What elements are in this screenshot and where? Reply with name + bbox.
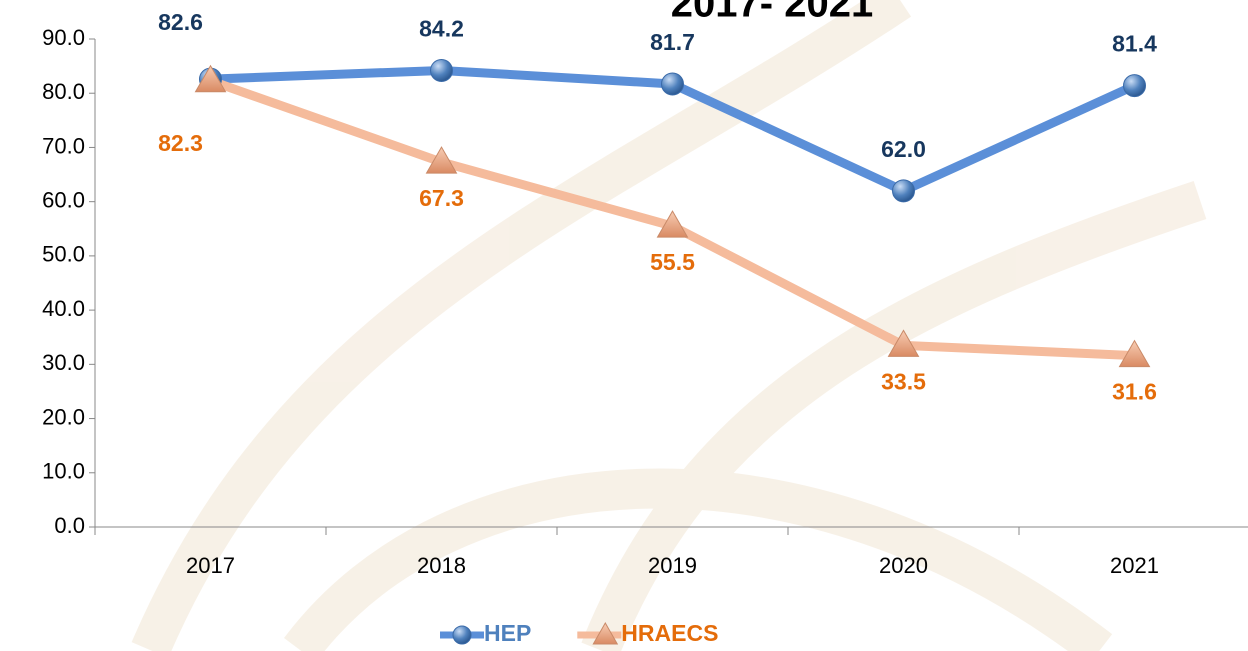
data-point	[1123, 74, 1146, 98]
legend-marker	[452, 625, 472, 645]
x-tick-label: 2020	[879, 553, 928, 578]
data-point	[656, 210, 689, 238]
data-label: 33.5	[881, 368, 926, 394]
data-label: 84.2	[419, 16, 464, 42]
data-label: 81.4	[1112, 31, 1157, 57]
y-tick-label: 50.0	[42, 242, 85, 267]
data-point	[430, 58, 453, 82]
data-point	[892, 179, 915, 203]
y-tick-label: 0.0	[54, 513, 85, 538]
chart-title: 2017- 2021	[671, 0, 873, 26]
data-label: 62.0	[881, 136, 926, 162]
data-label: 82.6	[158, 9, 203, 35]
y-tick-label: 90.0	[42, 25, 85, 50]
background-pattern	[131, 0, 1207, 651]
y-tick-label: 30.0	[42, 350, 85, 375]
data-label: 31.6	[1112, 379, 1157, 405]
data-label: 55.5	[650, 249, 695, 275]
data-point	[194, 64, 227, 93]
y-tick-label: 80.0	[42, 79, 85, 104]
x-tick-label: 2017	[186, 553, 235, 578]
data-label: 67.3	[419, 185, 464, 211]
data-point	[1118, 339, 1151, 368]
data-point	[887, 329, 920, 357]
data-point	[425, 146, 458, 174]
x-tick-label: 2018	[417, 553, 466, 578]
legend-marker	[592, 621, 619, 645]
x-tick-label: 2019	[648, 553, 697, 578]
legend-label: HRAECS	[621, 620, 718, 646]
y-tick-label: 60.0	[42, 187, 85, 212]
data-point	[661, 72, 684, 96]
y-tick-label: 10.0	[42, 459, 85, 484]
data-label: 82.3	[158, 130, 203, 156]
y-tick-label: 40.0	[42, 296, 85, 321]
data-label: 81.7	[650, 29, 695, 55]
y-tick-label: 70.0	[42, 133, 85, 158]
x-tick-label: 2021	[1110, 553, 1159, 578]
y-tick-label: 20.0	[42, 404, 85, 429]
legend-label: HEP	[484, 620, 531, 646]
